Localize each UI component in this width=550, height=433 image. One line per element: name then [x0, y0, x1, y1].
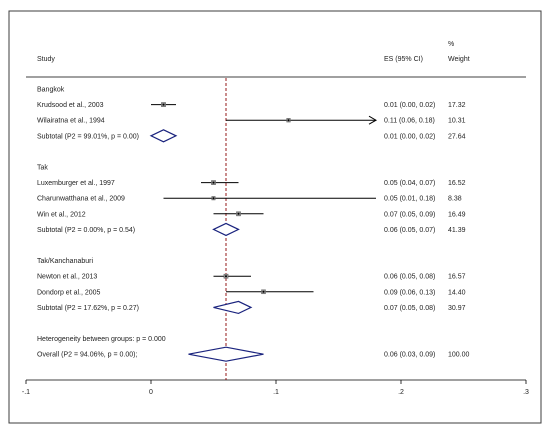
study-ci-text: 0.05 (0.01, 0.18): [384, 196, 435, 203]
overall-ci-text: 0.06 (0.03, 0.09): [384, 352, 435, 359]
header-weight: Weight: [448, 56, 470, 63]
point-estimate-dot: [237, 212, 240, 215]
subtotal-label: Subtotal (P2 = 17.62%, p = 0.27): [37, 305, 139, 312]
point-estimate-dot: [162, 103, 165, 106]
ci-arrowhead: [368, 115, 378, 125]
x-tick-label: -.1: [22, 389, 30, 396]
x-axis-ticks: -.1 0 .1 .2 .3: [22, 380, 529, 396]
study-weight: 16.49: [448, 211, 466, 218]
study-ci-text: 0.07 (0.05, 0.09): [384, 211, 435, 218]
subtotal-ci-text: 0.06 (0.05, 0.07): [384, 227, 435, 234]
study-weight: 16.52: [448, 180, 466, 187]
point-estimate-dot: [287, 119, 290, 122]
study-weight: 8.38: [448, 196, 462, 203]
study-label: Wilairatna et al., 1994: [37, 118, 105, 125]
study-ci-text: 0.01 (0.00, 0.02): [384, 102, 435, 109]
study-label: Krudsood et al., 2003: [37, 102, 104, 109]
plot-frame: [8, 10, 542, 424]
study-ci-text: 0.06 (0.05, 0.08): [384, 274, 435, 281]
subtotal-diamond: [149, 129, 178, 143]
subtotal-ci-text: 0.07 (0.05, 0.08): [384, 305, 435, 312]
study-weight: 16.57: [448, 274, 466, 281]
study-label: Newton et al., 2013: [37, 274, 97, 281]
point-estimate-dot: [262, 290, 265, 293]
x-tick-label: .3: [523, 389, 529, 396]
subtotal-diamond: [212, 222, 240, 237]
study-weight: 14.40: [448, 289, 466, 296]
group-label: Tak/Kanchanaburi: [37, 258, 93, 265]
x-tick-label: .1: [273, 389, 279, 396]
study-label: Luxemburger et al., 1997: [37, 180, 115, 187]
overall-weight: 100.00: [448, 352, 470, 359]
subtotal-diamond: [213, 300, 253, 315]
point-estimate-dot: [212, 197, 215, 200]
subtotal-label: Subtotal (P2 = 99.01%, p = 0.00): [37, 133, 139, 140]
header-es: ES (95% CI): [384, 56, 423, 63]
group-label: Tak: [37, 165, 48, 172]
study-weight: 10.31: [448, 118, 466, 125]
study-ci-text: 0.05 (0.04, 0.07): [384, 180, 435, 187]
x-tick-label: .2: [398, 389, 404, 396]
subtotal-ci-text: 0.01 (0.00, 0.02): [384, 133, 435, 140]
subtotal-weight: 41.39: [448, 227, 466, 234]
heterogeneity-note: Heterogeneity between groups: p = 0.000: [37, 336, 166, 343]
subtotal-weight: 30.97: [448, 305, 466, 312]
subtotal-weight: 27.64: [448, 133, 466, 140]
point-estimate-dot: [225, 275, 227, 278]
subtotal-label: Subtotal (P2 = 0.00%, p = 0.54): [37, 227, 135, 234]
forest-rows: Bangkok Krudsood et al., 2003 0.01 (0.00, …: [37, 87, 470, 362]
study-weight: 17.32: [448, 102, 466, 109]
header-percent: %: [448, 41, 454, 48]
point-estimate-dot: [212, 181, 215, 184]
overall-diamond: [188, 346, 264, 362]
header-study: Study: [37, 56, 55, 63]
overall-label: Overall (P2 = 94.06%, p = 0.00);: [37, 352, 137, 359]
study-label: Win et al., 2012: [37, 211, 86, 218]
x-tick-label: 0: [149, 389, 153, 396]
study-label: Charunwatthana et al., 2009: [37, 196, 125, 203]
group-label: Bangkok: [37, 87, 65, 94]
study-ci-text: 0.11 (0.06, 0.18): [384, 118, 435, 125]
study-ci-text: 0.09 (0.06, 0.13): [384, 289, 435, 296]
study-label: Dondorp et al., 2005: [37, 289, 101, 296]
